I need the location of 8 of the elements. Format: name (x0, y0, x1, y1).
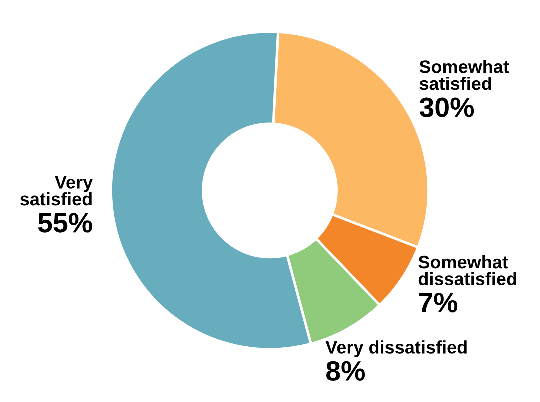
slice-label: Somewhat dissatisfied (418, 255, 516, 286)
data-label: 55% (38, 213, 92, 233)
data-label: 30% (420, 98, 474, 118)
slice-label: Very dissatisfied (326, 340, 467, 358)
slice-label: Very satisfied (20, 176, 93, 206)
data-label: 7% (419, 293, 458, 313)
data-label: 8% (326, 361, 366, 382)
slice-label: Somewhat satisfied (420, 60, 510, 90)
